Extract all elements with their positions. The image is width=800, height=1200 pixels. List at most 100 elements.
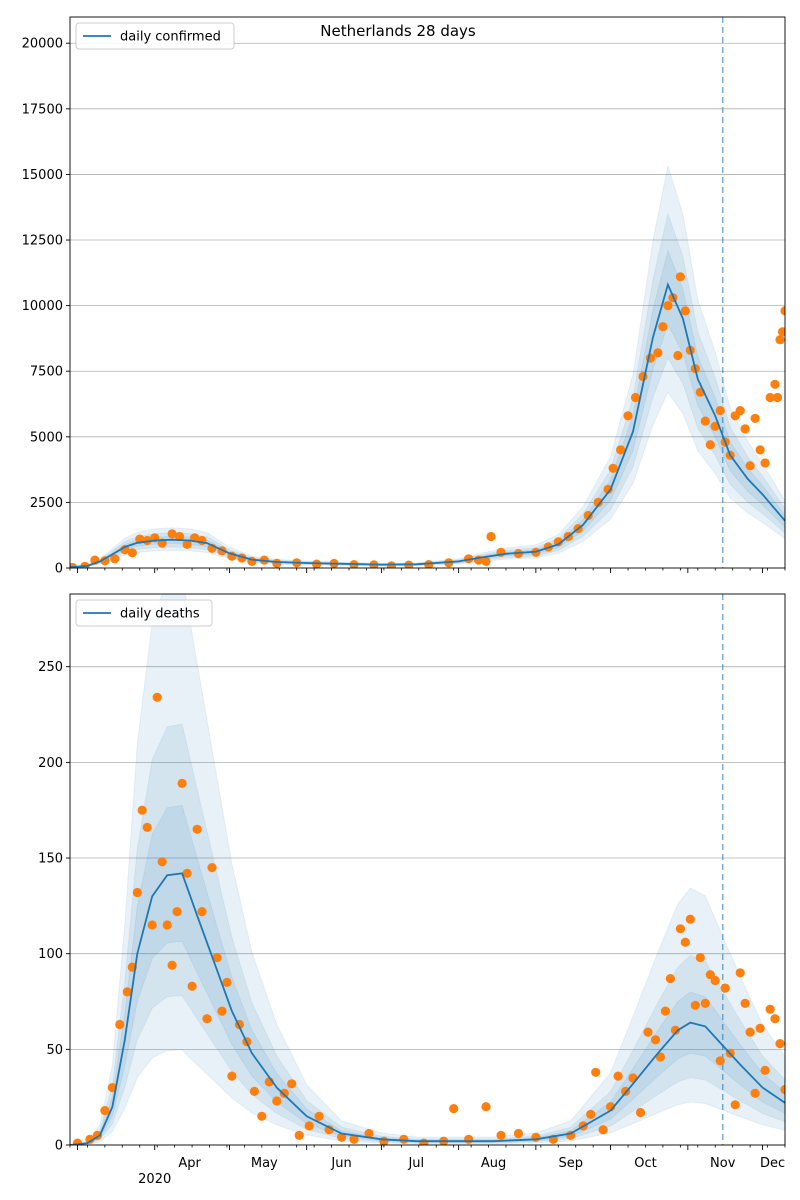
y-tick-label: 17500 (22, 102, 63, 117)
observed-point (175, 531, 185, 542)
observed-point (765, 392, 775, 403)
observed-point (120, 545, 130, 555)
y-tick-label: 2500 (30, 496, 63, 511)
observed-point (272, 558, 282, 568)
observed-point (670, 1025, 681, 1035)
observed-point (750, 1088, 760, 1098)
observed-point (127, 548, 137, 558)
observed-point (755, 445, 765, 455)
observed-point (591, 1067, 601, 1077)
observed-point (777, 327, 785, 337)
observed-point (603, 484, 613, 494)
observed-point (157, 857, 167, 867)
x-tick-label: Jun (330, 1156, 351, 1171)
observed-point (222, 977, 232, 988)
y-tick-label: 250 (38, 660, 63, 675)
observed-point (655, 1052, 666, 1062)
observed-point (608, 463, 618, 473)
observed-point (294, 1130, 304, 1140)
observed-point (613, 1071, 623, 1081)
observed-point (675, 924, 686, 934)
y-tick-label: 7500 (30, 365, 63, 380)
observed-point (735, 406, 745, 416)
x-year-label: 2020 (138, 1172, 171, 1187)
observed-point (770, 1014, 780, 1024)
observed-point (167, 529, 177, 539)
observed-point (481, 556, 491, 567)
observed-point (553, 537, 563, 547)
observed-point (272, 1096, 282, 1106)
observed-point (142, 822, 152, 833)
observed-point (177, 778, 187, 789)
observed-point (700, 416, 710, 426)
plot-area (70, 17, 785, 568)
observed-point (643, 1027, 653, 1037)
observed-point (212, 952, 222, 963)
observed-point (745, 461, 755, 471)
x-tick-label: Oct (634, 1156, 656, 1171)
axes-frame (69, 593, 786, 1146)
y-tick-label: 10000 (22, 299, 63, 314)
observed-point (449, 1104, 459, 1114)
x-tick-label: May (251, 1156, 278, 1171)
observed-point (760, 458, 770, 468)
observed-point (85, 1134, 95, 1144)
observed-point (673, 350, 683, 361)
observed-point (100, 556, 110, 566)
observed-point (780, 306, 785, 316)
observed-point (227, 1071, 237, 1081)
observed-point (202, 1014, 212, 1024)
x-tick-label: Jul (407, 1156, 424, 1171)
observed-point (531, 1132, 541, 1142)
observed-point (464, 1134, 474, 1144)
observed-point (115, 1019, 125, 1030)
observed-point (598, 1125, 608, 1135)
y-tick-label: 200 (38, 756, 63, 771)
observed-point (630, 392, 641, 403)
observed-point (720, 983, 730, 993)
observed-point (399, 1134, 409, 1144)
observed-point (167, 960, 177, 970)
observed-point (745, 1027, 755, 1037)
observed-point (586, 1109, 596, 1119)
observed-point (680, 306, 690, 316)
observed-point (349, 1134, 359, 1144)
observed-point (217, 1006, 227, 1016)
confirmed-panel: 0 2500 5000 7500 10000 12500 15000 17500 20000 da… (22, 16, 786, 577)
observed-point (122, 987, 132, 997)
observed-point (100, 1106, 110, 1116)
observed-point (680, 937, 690, 947)
observed-point (496, 1130, 506, 1140)
y-tick-label: 20000 (22, 37, 63, 52)
observed-point (481, 1102, 491, 1112)
observed-point (623, 411, 633, 421)
plot-area (70, 594, 785, 1145)
chart-title: Netherlands 28 days (320, 22, 476, 40)
uncertainty-band-1 (70, 165, 785, 568)
observed-point (324, 1125, 334, 1135)
observed-point (658, 322, 668, 332)
observed-point (690, 1000, 700, 1010)
y-tick-label: 50 (46, 1043, 63, 1058)
observed-point (279, 1088, 289, 1098)
observed-point (257, 1111, 267, 1121)
observed-point (337, 1132, 347, 1142)
observed-point (287, 1079, 297, 1089)
observed-point (705, 440, 715, 450)
y-tick-label: 5000 (30, 430, 63, 445)
observed-point (760, 1065, 770, 1075)
observed-point (635, 1107, 646, 1118)
observed-point (653, 348, 663, 358)
observed-point (182, 539, 192, 550)
observed-point (750, 413, 760, 423)
observed-point (593, 497, 603, 507)
observed-point (249, 1086, 259, 1096)
observed-point (110, 554, 120, 564)
observed-point (152, 692, 162, 702)
x-tick-label: Nov (710, 1156, 736, 1171)
legend-label: daily confirmed (120, 30, 221, 45)
observed-point (616, 445, 626, 455)
observed-point (304, 1121, 314, 1131)
observed-point (314, 1111, 324, 1121)
